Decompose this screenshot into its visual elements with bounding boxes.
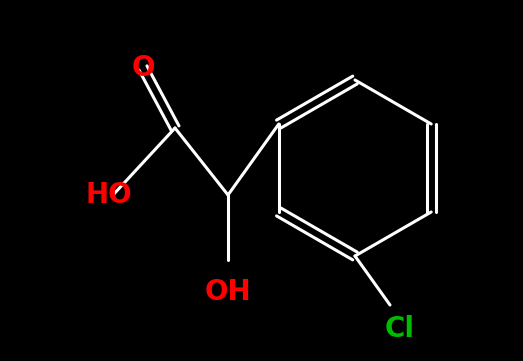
Text: HO: HO <box>85 181 132 209</box>
Text: O: O <box>131 54 155 82</box>
Text: OH: OH <box>204 278 252 306</box>
Text: Cl: Cl <box>385 315 415 343</box>
